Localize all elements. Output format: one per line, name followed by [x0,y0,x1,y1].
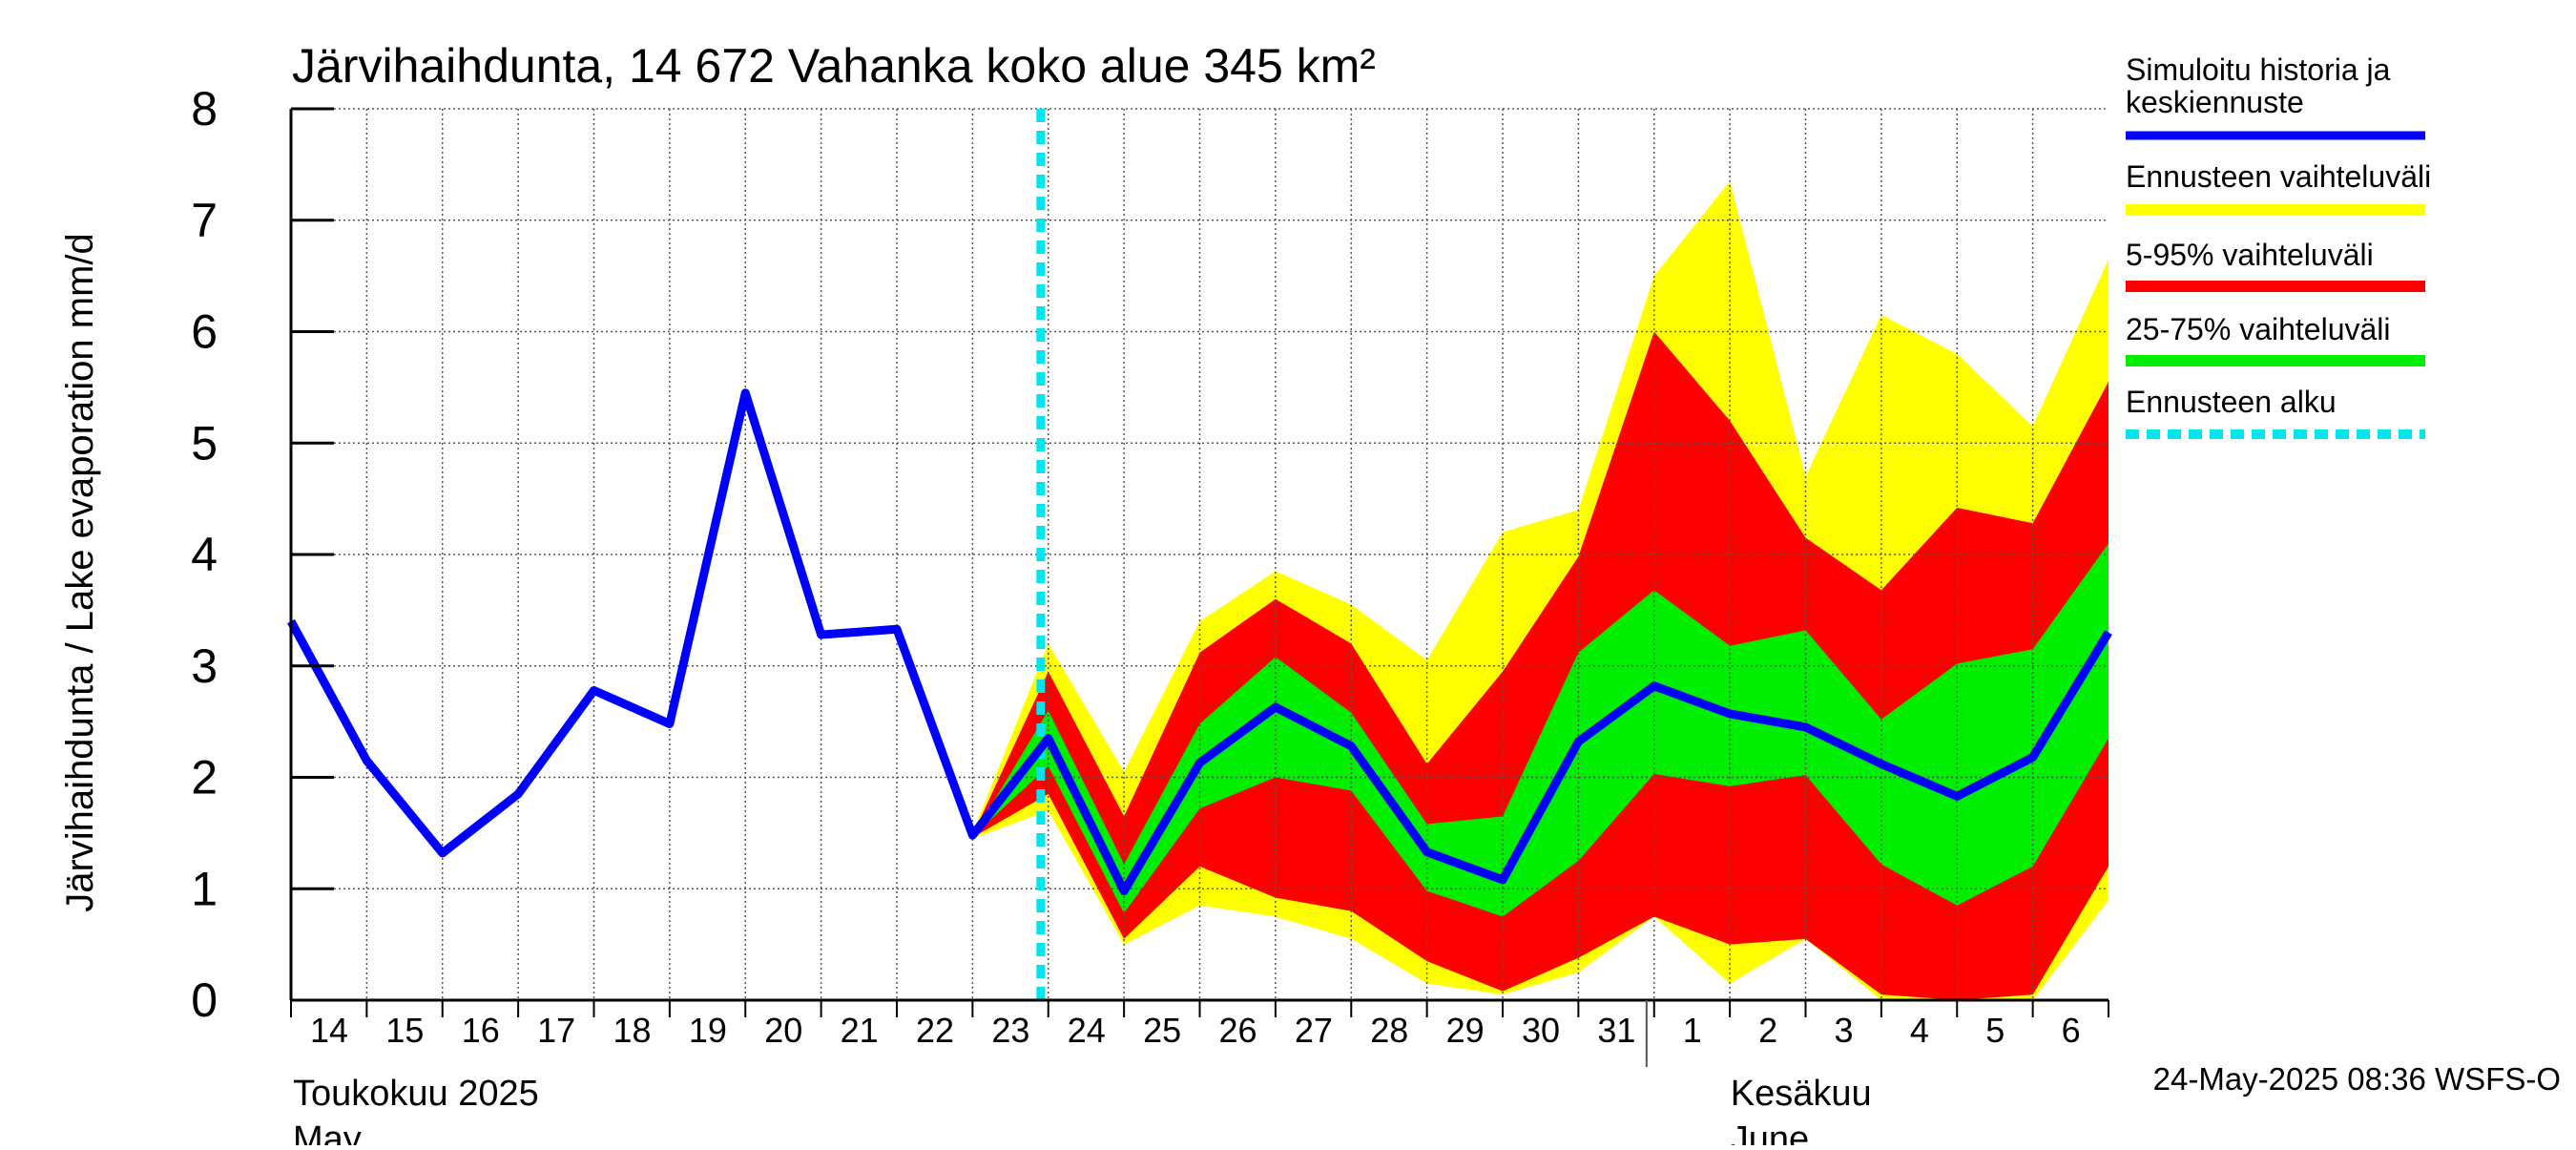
y-tick-label: 8 [191,82,218,136]
x-tick-label: 14 [310,1011,348,1050]
x-tick-label: 15 [385,1011,424,1050]
x-tick-label: 28 [1370,1011,1408,1050]
y-tick-label: 5 [191,416,218,470]
series-point [896,628,898,630]
series-layer [287,388,2112,896]
legend-label: Ennusteen vaihteluväli [2126,159,2431,194]
month-label-fi: Kesäkuu [1731,1074,1872,1114]
series-point [744,392,746,394]
x-tick-label: 6 [2062,1011,2081,1050]
x-tick-label: 31 [1597,1011,1635,1050]
series-point [365,760,367,762]
y-tick-label: 1 [191,862,218,915]
x-tick-label: 17 [537,1011,575,1050]
x-tick-label: 16 [462,1011,500,1050]
x-tick-label: 3 [1834,1011,1853,1050]
month-label-fi: Toukokuu 2025 [293,1074,539,1114]
x-tick-label: 25 [1143,1011,1181,1050]
band-5-95 [972,331,2109,1000]
x-tick-label: 24 [1068,1011,1106,1050]
series-point [1956,795,1958,797]
x-tick-label: 29 [1446,1011,1485,1050]
series-point [971,834,973,836]
series-point [517,793,519,795]
timestamp: 24-May-2025 08:36 WSFS-O [2153,1061,2561,1097]
series-point [669,722,671,724]
series-point [1350,745,1352,747]
month-label-en: June [1731,1119,1809,1145]
month-labels: Toukokuu 2025 May Kesäkuu June [293,1000,1872,1150]
grid-layer [291,108,2109,1000]
x-tick-label: 19 [689,1011,727,1050]
x-tick-label: 20 [764,1011,802,1050]
series-point [593,689,594,691]
x-tick-label: 1 [1683,1011,1702,1050]
x-tick-label: 21 [841,1011,879,1050]
x-tick-label: 18 [613,1011,651,1050]
x-tick-label: 22 [916,1011,954,1050]
legend-label: Simuloitu historia ja [2126,52,2391,87]
series-point [1502,879,1504,881]
series-point [1805,726,1806,728]
y-tick-label: 3 [191,639,218,693]
series-point [2032,756,2034,758]
series-point [1426,851,1428,853]
y-tick-label: 0 [191,973,218,1027]
series-point [1880,763,1882,764]
y-tick-label: 4 [191,528,218,581]
x-tick-label: 26 [1218,1011,1257,1050]
y-tick-label: 6 [191,305,218,359]
chart-title: Järvihaihdunta, 14 672 Vahanka koko alue… [292,39,1376,93]
series-point [1653,685,1655,687]
x-tick-label: 30 [1522,1011,1560,1050]
bands-layer [972,180,2109,1000]
legend-label: keskiennuste [2126,85,2304,119]
month-label-en: May [293,1119,362,1145]
series-point [1275,706,1277,708]
series-point [1123,890,1125,892]
legend-label: Ennusteen alku [2126,385,2337,419]
y-tick-label: 2 [191,751,218,805]
series-point [1729,713,1731,715]
x-tick-label: 23 [991,1011,1029,1050]
series-point [442,852,444,854]
x-tick-label: 4 [1910,1011,1929,1050]
x-tick-label: 27 [1295,1011,1333,1050]
series-point [1048,738,1049,740]
x-tick-label: 5 [1985,1011,2005,1050]
legend-label: 25-75% vaihteluväli [2126,312,2391,346]
legend-label: 5-95% vaihteluväli [2126,238,2374,272]
y-tick-label: 7 [191,194,218,247]
y-axis-label: Järvihaihdunta / Lake evaporation mm/d [59,233,101,912]
x-tick-label: 2 [1758,1011,1777,1050]
